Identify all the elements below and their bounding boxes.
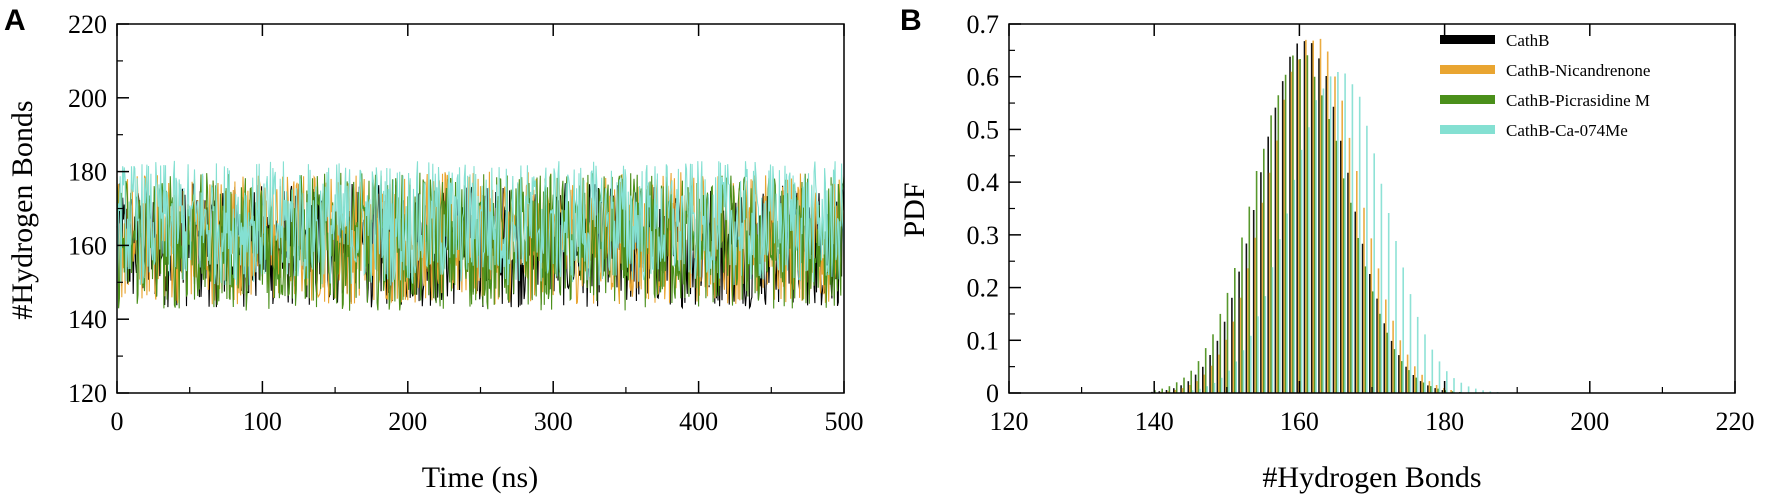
panel-b-y-tick-label: 0 bbox=[986, 379, 999, 408]
panel-a-series-group bbox=[116, 160, 845, 311]
panel-b-y-tick-label: 0.2 bbox=[967, 274, 1000, 303]
panel-a-x-tick-label: 300 bbox=[534, 407, 573, 436]
panel-a-letter: A bbox=[4, 4, 26, 37]
legend-swatch-cathb-ca-074me bbox=[1440, 125, 1495, 134]
legend-label-cathb-picrasidine-m: CathB-Picrasidine M bbox=[1506, 91, 1650, 110]
legend-swatch-cathb bbox=[1440, 35, 1495, 44]
panel-a-x-tick-label: 100 bbox=[243, 407, 282, 436]
panel-b-x-axis-title: #Hydrogen Bonds bbox=[1262, 461, 1481, 494]
panel-a-y-axis-title: #Hydrogen Bonds bbox=[6, 100, 39, 319]
panel-a-y-tick-label: 140 bbox=[68, 305, 107, 334]
panel-a-chart: 0 100 200 300 400 500 120 140 160 180 200 220 Time … bbox=[6, 10, 864, 494]
panel-b-y-tick-label: 0.4 bbox=[967, 168, 1000, 197]
panel-a-y-tick-label: 180 bbox=[68, 158, 107, 187]
panel-a-x-tick-label: 500 bbox=[825, 407, 864, 436]
panel-a-y-tick-label: 160 bbox=[68, 231, 107, 260]
legend-label-cathb-nicandrenone: CathB-Nicandrenone bbox=[1506, 61, 1650, 80]
legend-swatch-cathb-nicandrenone bbox=[1440, 65, 1495, 74]
panel-a-series-cathb-picrasidine-m bbox=[116, 172, 845, 311]
panel-a-x-tick-label: 400 bbox=[679, 407, 718, 436]
panel-b-y-tick-label: 0.3 bbox=[967, 221, 1000, 250]
panel-a-y-tick-label: 220 bbox=[68, 10, 107, 39]
panel-b-legend: CathB CathB-Nicandrenone CathB-Picrasidine… bbox=[1440, 31, 1650, 140]
panel-b-bars-group bbox=[1151, 38, 1499, 393]
panel-b-y-tick-label: 0.1 bbox=[967, 326, 1000, 355]
legend-swatch-cathb-picrasidine-m bbox=[1440, 95, 1495, 104]
panel-b-letter: B bbox=[900, 4, 922, 37]
panel-b-y-tick-label: 0.6 bbox=[967, 63, 1000, 92]
panel-b-x-tick-label: 160 bbox=[1280, 407, 1319, 436]
panel-a-x-tick-label: 0 bbox=[111, 407, 124, 436]
panel-b-y-tick-label: 0.7 bbox=[967, 10, 1000, 39]
panel-a-y-tick-label: 200 bbox=[68, 84, 107, 113]
panel-a-x-tick-label: 200 bbox=[388, 407, 427, 436]
panel-b-x-tick-label: 180 bbox=[1425, 407, 1464, 436]
panel-b-x-tick-label: 200 bbox=[1570, 407, 1609, 436]
panel-a-series-cathb-ca-074me bbox=[116, 160, 845, 286]
panel-a-y-tick-label: 120 bbox=[68, 379, 107, 408]
panel-a-x-axis-title: Time (ns) bbox=[422, 461, 538, 494]
legend-label-cathb: CathB bbox=[1506, 31, 1549, 50]
panel-b-x-tick-label: 120 bbox=[990, 407, 1029, 436]
panel-a-ticks: 0 100 200 300 400 500 120 140 160 180 200 220 bbox=[68, 10, 864, 436]
panel-b-x-tick-label: 220 bbox=[1716, 407, 1755, 436]
panel-b-y-tick-label: 0.5 bbox=[967, 115, 1000, 144]
panel-b-y-axis-title: PDF bbox=[898, 182, 931, 237]
panel-b-x-tick-label: 140 bbox=[1135, 407, 1174, 436]
panel-b-chart: 120 140 160 180 200 220 0 0.1 0.2 0.3 0.4 0.5 0.6 0.7… bbox=[898, 10, 1755, 494]
panel-b-ticks: 120 140 160 180 200 220 0 0.1 0.2 0.3 0.4 0.5 0.6 0.7 bbox=[967, 10, 1755, 436]
legend-label-cathb-ca-074me: CathB-Ca-074Me bbox=[1506, 121, 1628, 140]
